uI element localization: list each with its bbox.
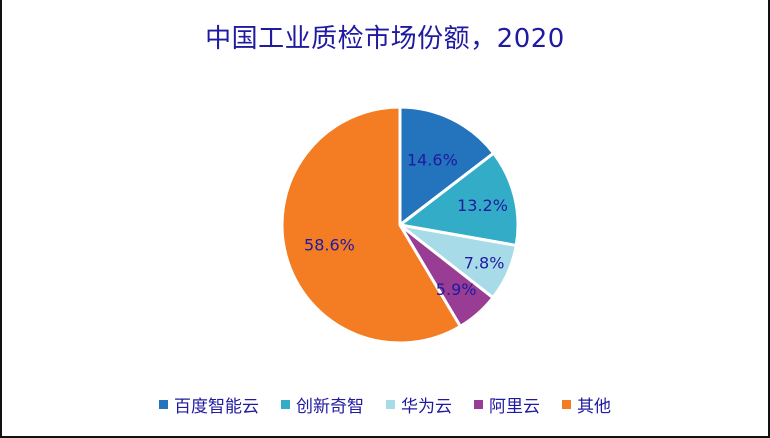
legend-item: 百度智能云 [159,392,259,417]
slice-label: 7.8% [464,253,505,272]
legend-swatch-icon [474,400,483,409]
legend-item: 华为云 [386,392,452,417]
slice-label: 5.9% [436,280,477,299]
legend-label: 其他 [577,397,611,417]
pie-slice-1 [398,151,520,247]
slice-label: 14.6% [407,150,458,169]
legend-swatch-icon [562,400,571,409]
legend: 百度智能云 创新奇智 华为云 阿里云 其他 [2,392,768,417]
legend-label: 华为云 [401,397,452,417]
legend-swatch-icon [386,400,395,409]
legend-swatch-icon [281,400,290,409]
slice-label: 58.6% [304,235,355,254]
legend-label: 百度智能云 [174,397,259,417]
slice-label: 13.2% [457,196,508,215]
legend-swatch-icon [159,400,168,409]
legend-label: 创新奇智 [296,397,364,417]
legend-item: 创新奇智 [281,392,364,417]
legend-item: 阿里云 [474,392,540,417]
legend-item: 其他 [562,392,611,417]
chart-title: 中国工业质检市场份额，2020 [205,24,565,54]
legend-label: 阿里云 [489,397,540,417]
pie-slice-0 [398,105,496,227]
pie-slice-4 [280,105,462,345]
